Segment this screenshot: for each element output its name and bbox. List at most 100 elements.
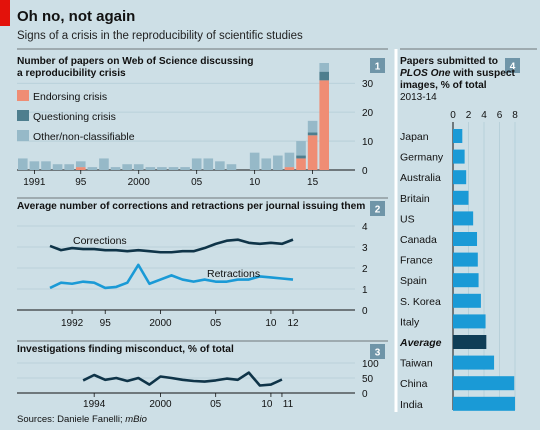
panel-1-x-tick: 1991 — [23, 177, 46, 188]
panel-1-bar-other-non-classifiable — [307, 120, 318, 133]
panel-1-bar-other-non-classifiable — [284, 152, 295, 168]
panel-2-y-tick: 0 — [362, 306, 368, 317]
panel-1-bar-endorsing-crisis — [319, 80, 329, 170]
panel-number-badge — [370, 201, 385, 216]
panel-1-title: a reproducibility crisis — [17, 68, 126, 79]
panel-4-bar — [453, 211, 474, 226]
panel-2-line-corrections — [49, 238, 294, 254]
panel-1-legend-label: Endorsing crisis — [33, 91, 107, 103]
panel-1-bar-questioning-crisis — [319, 71, 329, 81]
panel-4-bar — [453, 149, 465, 164]
panel-1-bar-other-non-classifiable — [18, 158, 28, 170]
panel-1-bar-other-non-classifiable — [52, 164, 63, 170]
panel-number: 2 — [375, 205, 381, 216]
source-text: Sources: Daniele Fanelli; — [17, 414, 125, 425]
panel-4-category-label: S. Korea — [400, 296, 441, 308]
panel-1-legend-swatch — [17, 90, 29, 101]
panel-4-bar — [453, 232, 478, 246]
panel-1-bar-other-non-classifiable — [99, 158, 109, 170]
panel-1-bar-other-non-classifiable — [180, 167, 190, 170]
panel-2-y-tick: 4 — [362, 222, 368, 233]
panel-1-bar-endorsing-crisis — [284, 167, 295, 170]
panel-4-category-label: US — [400, 213, 415, 225]
panel-3-y-tick: 100 — [362, 359, 379, 370]
panel-1-bar-other-non-classifiable — [273, 155, 283, 170]
panel-4-bar — [453, 190, 469, 205]
panel-4-category-label: Australia — [400, 172, 441, 184]
panel-4-title-rest: with suspect — [450, 68, 515, 79]
panel-4-category-label: Spain — [400, 275, 427, 287]
panel-number-badge — [370, 58, 385, 73]
panel-4-x-tick: 4 — [481, 110, 487, 121]
panel-4-category-label: India — [400, 399, 423, 411]
panel-2-y-tick: 1 — [362, 285, 368, 296]
panel-1-x-tick: 2000 — [128, 177, 151, 188]
panel-1-bar-other-non-classifiable — [133, 164, 144, 170]
panel-2-x-tick: 12 — [287, 318, 299, 329]
panel-1-bar-questioning-crisis — [307, 132, 318, 136]
panel-4-bar — [453, 293, 481, 308]
panel-1-x-tick: 10 — [249, 177, 261, 188]
panel-number: 1 — [375, 62, 381, 73]
source-journal: mBio — [125, 414, 147, 425]
panel-2-y-tick: 2 — [362, 264, 368, 275]
panel-1-legend-label: Questioning crisis — [33, 111, 116, 123]
panel-4-title-journal: PLOS One — [400, 68, 451, 79]
panel-4-x-tick: 0 — [450, 110, 456, 121]
panel-4-category-label: Italy — [400, 316, 420, 328]
panel-4-category-label: China — [400, 378, 428, 390]
panel-2-x-tick: 10 — [265, 318, 277, 329]
panel-4-title-line3: images, % of total — [400, 80, 487, 91]
panel-4-title-line2: PLOS One with suspect — [400, 68, 516, 79]
panel-1-papers-bar-chart: 1 Number of papers on Web of Science disc… — [17, 48, 388, 188]
panel-4-category-label: Canada — [400, 234, 437, 246]
panel-3-x-tick: 10 — [261, 399, 273, 410]
panel-4-bar — [453, 314, 486, 329]
panel-1-legend-swatch — [17, 130, 29, 141]
panel-1-bar-other-non-classifiable — [203, 158, 214, 170]
panel-4-category-label: Germany — [400, 152, 444, 164]
panel-1-bar-other-non-classifiable — [226, 164, 237, 170]
panel-1-bar-other-non-classifiable — [157, 167, 167, 170]
panel-1-bar-other-non-classifiable — [41, 161, 51, 170]
panel-2-line-retractions — [49, 263, 294, 290]
panel-4-bar — [453, 396, 515, 411]
panel-2-x-tick: 1992 — [61, 318, 84, 329]
panel-4-x-tick: 8 — [512, 110, 518, 121]
panel-4-x-tick: 2 — [466, 110, 472, 121]
accent-tag — [0, 0, 10, 26]
panel-4-bar — [453, 252, 478, 267]
page-subtitle: Signs of a crisis in the reproducibility… — [17, 30, 303, 42]
panel-1-bar-other-non-classifiable — [145, 167, 156, 170]
panel-3-x-tick: 2000 — [149, 399, 172, 410]
panel-4-category-label: Taiwan — [400, 358, 433, 370]
panel-3-misconduct-line-chart: 3 Investigations finding misconduct, % of… — [17, 340, 388, 410]
panel-3-title: Investigations finding misconduct, % of … — [17, 344, 234, 355]
panel-4-category-label: Britain — [400, 193, 430, 205]
panel-1-bar-other-non-classifiable — [296, 141, 306, 156]
panel-1-y-tick: 0 — [362, 166, 368, 177]
panel-1-bar-questioning-crisis — [296, 155, 306, 159]
panel-4-bar — [453, 335, 487, 349]
panel-1-bar-other-non-classifiable — [168, 167, 179, 170]
panel-1-bar-other-non-classifiable — [319, 63, 329, 72]
panel-2-title: Average number of corrections and retrac… — [17, 201, 365, 212]
panel-3-x-tick: 11 — [283, 399, 294, 410]
panel-4-category-label: Japan — [400, 131, 429, 143]
panel-4-period: 2013-14 — [400, 92, 437, 103]
panel-number: 3 — [375, 348, 381, 359]
panel-4-category-label: Average — [399, 337, 442, 349]
panel-1-bar-other-non-classifiable — [110, 167, 121, 170]
panel-1-y-tick: 20 — [362, 108, 374, 119]
panel-4-bar — [453, 273, 479, 288]
panel-4-category-label: France — [400, 255, 433, 267]
panel-number: 4 — [510, 62, 516, 73]
panel-1-bar-other-non-classifiable — [29, 161, 40, 170]
panel-1-x-tick: 05 — [191, 177, 203, 188]
panel-4-bar — [453, 129, 463, 143]
panel-4-bar — [453, 170, 467, 185]
panel-1-bar-other-non-classifiable — [122, 164, 132, 170]
